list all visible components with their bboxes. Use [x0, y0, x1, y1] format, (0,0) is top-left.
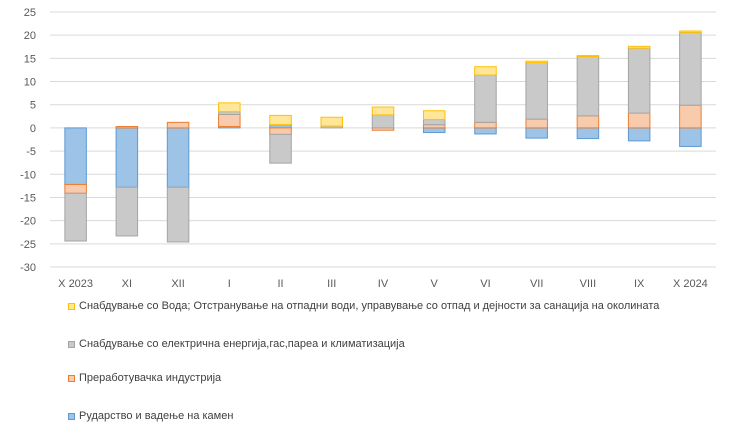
legend-label: Снабдување со електрична енергија,гас,па… — [79, 338, 405, 350]
bar-segment — [525, 62, 548, 120]
bar-segment — [115, 186, 139, 237]
y-tick-label: -10 — [20, 169, 36, 181]
legend-label: Снабдување со Вода; Отстранување на отпа… — [79, 300, 660, 312]
legend-item: Преработувачка индустрија — [68, 372, 221, 385]
x-tick-label: IV — [378, 278, 389, 290]
legend-swatch — [68, 303, 75, 310]
bar-segment — [115, 127, 139, 188]
bar-segment — [166, 121, 190, 129]
y-tick-label: 15 — [24, 53, 36, 65]
bar-segment — [576, 56, 600, 117]
bar-segment — [576, 127, 600, 140]
gridlines — [50, 11, 716, 268]
bar-segment — [679, 31, 702, 106]
bar-segment — [474, 121, 497, 129]
y-tick-label: 20 — [24, 30, 36, 42]
legend-swatch — [68, 341, 75, 348]
x-axis-ticks: X 2023 XI XII I II III IV V VI VII VIII IX X 2024 — [58, 278, 708, 290]
bar-segment — [218, 102, 241, 113]
bar-segment — [269, 133, 292, 164]
bar-segment — [525, 60, 548, 64]
x-tick-label: VII — [530, 278, 543, 290]
y-tick-label: 5 — [30, 100, 36, 112]
bar-segment — [371, 114, 395, 129]
bar-segment — [679, 127, 702, 147]
bar-segment — [422, 127, 446, 134]
legend-label: Рударство и вадење на камен — [79, 410, 234, 422]
bar-segment — [166, 127, 190, 188]
legend-swatch — [68, 375, 75, 382]
x-tick-label: XI — [122, 278, 132, 290]
bar-segment — [269, 114, 292, 126]
y-tick-label: 10 — [24, 77, 36, 89]
x-tick-label: V — [431, 278, 439, 290]
bars — [64, 30, 702, 243]
x-tick-label: IX — [634, 278, 645, 290]
bar-segment — [115, 126, 139, 129]
bar-segment — [576, 115, 600, 129]
bar-segment — [64, 127, 87, 185]
legend-swatch — [68, 413, 75, 420]
bar-segment — [627, 112, 651, 129]
legend-label: Преработувачка индустрија — [79, 372, 222, 384]
bar-segment — [627, 47, 651, 114]
x-tick-label: II — [277, 278, 283, 290]
bar-segment — [679, 30, 702, 33]
bar-segment — [576, 55, 600, 58]
bar-segment — [371, 106, 395, 116]
x-tick-label: X 2024 — [673, 278, 708, 290]
bar-segment — [679, 104, 702, 129]
x-tick-label: VI — [480, 278, 490, 290]
bar-segment — [64, 183, 87, 194]
bar-segment — [64, 192, 87, 242]
y-tick-label: 0 — [30, 123, 36, 135]
bar-segment — [525, 118, 548, 129]
y-tick-label: -20 — [20, 216, 36, 228]
bar-segment — [474, 74, 497, 123]
x-tick-label: XII — [171, 278, 184, 290]
y-tick-label: -30 — [20, 262, 36, 274]
bar-segment — [320, 116, 344, 127]
legend-item: Снабдување со електрична енергија,гас,па… — [68, 338, 405, 351]
bar-segment — [525, 127, 548, 139]
bar-segment — [474, 127, 497, 135]
x-tick-label: X 2023 — [58, 278, 93, 290]
bar-segment — [627, 45, 651, 49]
x-tick-label: I — [228, 278, 231, 290]
legend-item: Снабдување со Вода; Отстранување на отпа… — [68, 300, 659, 313]
bar-segment — [269, 127, 292, 135]
y-tick-label: -25 — [20, 239, 36, 251]
bar-segment — [627, 127, 651, 142]
x-tick-label: III — [327, 278, 336, 290]
bar-segment — [166, 186, 190, 243]
bar-segment — [422, 110, 446, 121]
y-tick-label: -15 — [20, 192, 36, 204]
bar-segment — [218, 113, 241, 128]
y-axis-ticks: 25 20 15 10 5 0 -5 -10 -15 -20 -25 -30 — [20, 7, 36, 274]
x-tick-label: VIII — [580, 278, 597, 290]
bar-segment — [474, 66, 497, 76]
legend-item: Рударство и вадење на камен — [68, 410, 233, 423]
y-tick-label: 25 — [24, 7, 36, 19]
bar-segment — [422, 119, 446, 126]
chart-plot: 25 20 15 10 5 0 -5 -10 -15 -20 -25 -30 X 2023 XI XII I… — [20, 7, 716, 290]
y-tick-label: -5 — [26, 146, 36, 158]
